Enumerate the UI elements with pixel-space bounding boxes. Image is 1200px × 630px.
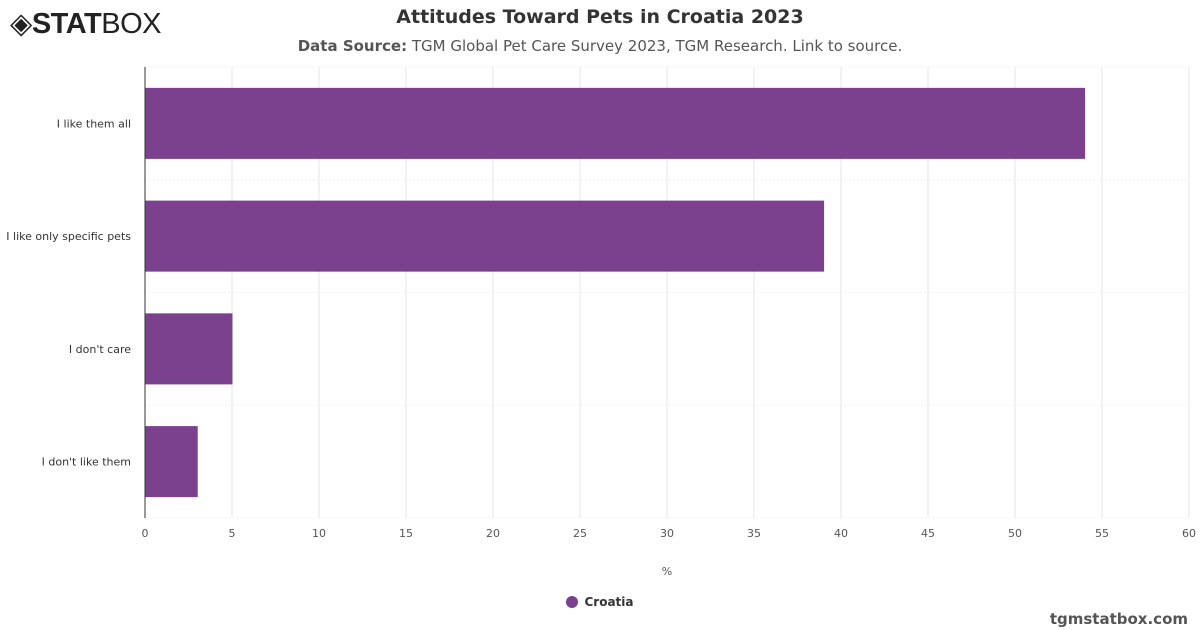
bar [145, 313, 233, 385]
x-tick-label: 20 [486, 527, 500, 540]
x-tick-label: 55 [1095, 527, 1109, 540]
chart-subtitle: Data Source: TGM Global Pet Care Survey … [0, 37, 1200, 55]
logo-thin: BOX [101, 8, 161, 40]
logo-bold: STAT [31, 8, 102, 40]
source-link[interactable]: TGM Global Pet Care Survey 2023, TGM Res… [411, 37, 903, 55]
x-tick-label: 50 [1008, 527, 1022, 540]
bar [145, 200, 825, 272]
legend-marker [566, 596, 579, 608]
statbox-logo: ◈STATBOX [10, 6, 161, 41]
y-tick-label: I don't like them [42, 456, 131, 469]
x-tick-label: 40 [834, 527, 848, 540]
x-tick-label: 35 [747, 527, 761, 540]
x-tick-label: 10 [312, 527, 326, 540]
y-tick-label: I like them all [57, 117, 131, 130]
chart-title: Attitudes Toward Pets in Croatia 2023 [396, 6, 804, 28]
x-tick-label: 60 [1182, 527, 1196, 540]
x-tick-label: 25 [573, 527, 587, 540]
bar [145, 426, 198, 498]
y-tick-label: I don't care [69, 343, 131, 356]
x-tick-label: 15 [399, 527, 413, 540]
x-tick-label: 45 [921, 527, 935, 540]
subtitle-label: Data Source: [297, 37, 408, 55]
legend-label: Croatia [584, 595, 634, 609]
bar [145, 87, 1086, 159]
y-tick-label: I like only specific pets [6, 230, 131, 243]
legend[interactable]: Croatia [0, 595, 1200, 609]
x-tick-label: 30 [660, 527, 674, 540]
diamond-logo-icon: ◈ [10, 8, 32, 40]
x-tick-label: 5 [229, 527, 236, 540]
x-axis-label: % [662, 565, 672, 578]
brand-url[interactable]: tgmstatbox.com [1049, 610, 1188, 628]
x-tick-label: 0 [142, 527, 149, 540]
